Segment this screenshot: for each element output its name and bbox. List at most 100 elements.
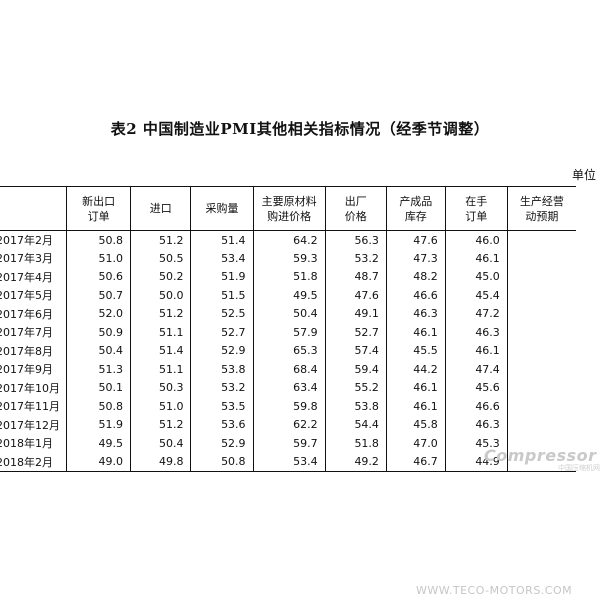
table-cell: 59.7 xyxy=(252,434,326,453)
table-row: 2017年4月 50.6 50.2 51.9 51.8 48.7 48.2 45.0 xyxy=(0,267,576,286)
table-cell xyxy=(506,304,576,323)
table-title: 表2 中国制造业PMI其他相关指标情况（经季节调整） xyxy=(110,120,490,138)
table-cell: 44.2 xyxy=(385,360,446,379)
table-cell: 51.0 xyxy=(130,397,191,416)
header-cell: 生产经营 动预期 xyxy=(506,186,576,231)
table-cell: 64.2 xyxy=(252,230,326,249)
row-month: 2017年12月 xyxy=(0,418,60,432)
table-cell: 45.6 xyxy=(444,378,508,397)
table-cell xyxy=(506,397,576,416)
table-cell: 52.5 xyxy=(190,304,254,323)
table-cell: 45.8 xyxy=(385,415,446,434)
watermark-logo: Compressor xyxy=(484,446,597,465)
table-cell: 47.6 xyxy=(385,230,446,249)
pmi-table: 新出口 订单 进口 采购量 主要原材料 购进价格 出厂 价格 产成品 库存 在手 订单 生… xyxy=(0,186,576,472)
table-row: 2017年8月 50.4 51.4 52.9 65.3 57.4 45.5 46.1 xyxy=(0,341,576,360)
header-cell: 新出口 订单 xyxy=(66,186,131,231)
table-cell: 49.8 xyxy=(130,452,191,472)
header-cell: 在手 订单 xyxy=(444,186,508,231)
table-cell: 51.8 xyxy=(252,267,326,286)
table-cell: 46.3 xyxy=(385,304,446,323)
table-cell: 53.5 xyxy=(190,397,254,416)
header-cell: 主要原材料 购进价格 xyxy=(252,186,326,231)
table-cell: 50.8 xyxy=(66,230,131,249)
table-cell: 50.0 xyxy=(130,286,191,305)
header-cell: 产成品 库存 xyxy=(385,186,446,231)
table-cell: 59.4 xyxy=(324,360,387,379)
table-cell: 51.2 xyxy=(130,415,191,434)
table-cell: 50.4 xyxy=(66,341,131,360)
table-row: 2017年3月 51.0 50.5 53.4 59.3 53.2 47.3 46.1 xyxy=(0,249,576,268)
row-month: 2017年7月 xyxy=(0,326,53,340)
table-row: 2017年9月 51.3 51.1 53.8 68.4 59.4 44.2 47.4 xyxy=(0,360,576,379)
row-month: 2018年2月 xyxy=(0,452,67,472)
table-cell xyxy=(506,230,576,249)
table-cell: 59.8 xyxy=(252,397,326,416)
table-cell: 51.1 xyxy=(130,323,191,342)
table-cell: 57.4 xyxy=(324,341,387,360)
table-cell: 47.4 xyxy=(444,360,508,379)
table-cell: 48.7 xyxy=(324,267,387,286)
table-row: 2017年12月 51.9 51.2 53.6 62.2 54.4 45.8 46.3 xyxy=(0,415,576,434)
table-cell: 44.9 xyxy=(444,452,508,472)
table-cell xyxy=(506,452,576,472)
table-cell: 45.0 xyxy=(444,267,508,286)
table-cell: 50.8 xyxy=(190,452,254,472)
table-cell: 52.9 xyxy=(190,341,254,360)
table-cell: 65.3 xyxy=(252,341,326,360)
table-cell: 47.6 xyxy=(324,286,387,305)
table-cell: 51.8 xyxy=(324,434,387,453)
row-month: 2017年6月 xyxy=(0,307,53,321)
table-cell xyxy=(506,360,576,379)
table-cell: 50.6 xyxy=(66,267,131,286)
table-cell: 46.6 xyxy=(385,286,446,305)
table-cell xyxy=(506,286,576,305)
table-cell: 51.2 xyxy=(130,230,191,249)
table-cell: 51.9 xyxy=(66,415,131,434)
table-cell xyxy=(506,378,576,397)
unit-label: 单位 xyxy=(572,168,597,182)
table-cell: 52.7 xyxy=(190,323,254,342)
row-month: 2017年4月 xyxy=(0,270,53,284)
table-row: 2017年7月 50.9 51.1 52.7 57.9 52.7 46.1 46.3 xyxy=(0,323,576,342)
row-month: 2017年8月 xyxy=(0,344,53,358)
header-row: 新出口 订单 进口 采购量 主要原材料 购进价格 出厂 价格 产成品 库存 在手 订单 生… xyxy=(0,186,576,231)
table-cell: 46.1 xyxy=(385,323,446,342)
row-month: 2017年5月 xyxy=(0,289,53,303)
table-cell: 46.3 xyxy=(444,323,508,342)
table-row: 2017年10月 50.1 50.3 53.2 63.4 55.2 46.1 45.6 xyxy=(0,378,576,397)
watermark-logo-sub: 中国压缩机网 xyxy=(558,464,600,472)
table-cell xyxy=(506,249,576,268)
table-cell: 50.4 xyxy=(130,434,191,453)
table-cell: 50.1 xyxy=(66,378,131,397)
table-cell: 54.4 xyxy=(324,415,387,434)
table-cell: 52.9 xyxy=(190,434,254,453)
table-cell: 57.9 xyxy=(252,323,326,342)
table-cell: 51.9 xyxy=(190,267,254,286)
table-row: 2017年11月 50.8 51.0 53.5 59.8 53.8 46.1 46.6 xyxy=(0,397,576,416)
table-cell: 53.8 xyxy=(190,360,254,379)
table-cell: 50.2 xyxy=(130,267,191,286)
table-cell: 53.2 xyxy=(190,378,254,397)
table-cell: 50.3 xyxy=(130,378,191,397)
table-cell xyxy=(506,323,576,342)
table-cell: 49.5 xyxy=(66,434,131,453)
table-cell: 47.2 xyxy=(444,304,508,323)
table-cell: 45.4 xyxy=(444,286,508,305)
table-cell: 46.0 xyxy=(444,230,508,249)
table-cell: 49.2 xyxy=(324,452,387,472)
table-cell xyxy=(506,434,576,453)
table-cell: 47.0 xyxy=(385,434,446,453)
table-cell xyxy=(506,415,576,434)
table-cell: 53.6 xyxy=(190,415,254,434)
table-cell: 52.7 xyxy=(324,323,387,342)
table-cell: 53.4 xyxy=(252,452,326,472)
table-cell: 51.0 xyxy=(66,249,131,268)
row-month: 2017年3月 xyxy=(0,252,53,266)
table-cell: 55.2 xyxy=(324,378,387,397)
table-cell: 51.3 xyxy=(66,360,131,379)
table-cell: 50.4 xyxy=(252,304,326,323)
table-cell: 53.4 xyxy=(190,249,254,268)
row-month: 2017年9月 xyxy=(0,363,53,377)
table-cell: 62.2 xyxy=(252,415,326,434)
